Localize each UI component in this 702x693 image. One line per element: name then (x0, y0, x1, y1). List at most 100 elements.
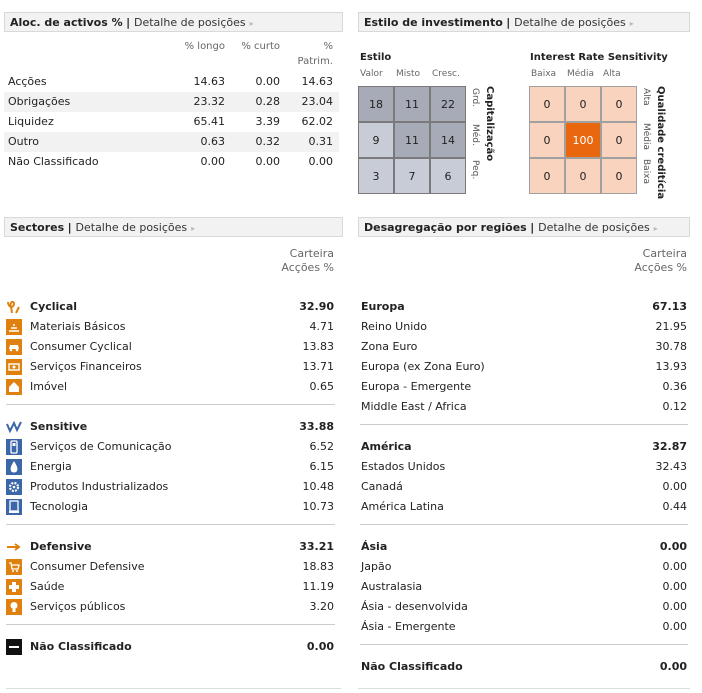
sector-value: 6.52 (309, 440, 335, 453)
bond-cell-highlight: 100 (565, 122, 601, 158)
region-label: Zona Euro (361, 340, 418, 353)
region-label: América Latina (361, 500, 444, 513)
sector-label: Consumer Cyclical (30, 340, 132, 353)
equity-cell: 11 (394, 86, 430, 122)
arrow-icon: ▸ (191, 224, 196, 233)
sector-label: Energia (30, 460, 72, 473)
bond-cell: 0 (601, 86, 637, 122)
equity-cell: 6 (430, 158, 466, 194)
equity-cell: 18 (358, 86, 394, 122)
bond-row-label: Baixa (641, 159, 651, 185)
equity-cell: 11 (394, 122, 430, 158)
divider (360, 644, 688, 645)
bond-cell: 0 (529, 122, 565, 158)
sector-group-value: 32.90 (299, 300, 334, 313)
sectors-holdings-link[interactable]: Detalhe de posições (75, 221, 188, 234)
equity-axis-title: Capitalização (484, 86, 495, 162)
sector-value: 10.73 (302, 500, 335, 513)
sector-group-name: Cyclical (30, 300, 78, 313)
region-label: Ásia - desenvolvida (361, 600, 468, 613)
region-label: Japão (361, 560, 392, 573)
alloc-holdings-link[interactable]: Detalhe de posições (134, 16, 246, 29)
style-title: Estilo de investimento (364, 16, 503, 29)
divider (6, 688, 341, 689)
equity-row-label: Grd. (470, 88, 480, 108)
bond-row-label: Alta (641, 88, 651, 106)
technology-icon (6, 499, 22, 515)
equity-cell: 14 (430, 122, 466, 158)
alloc-row: Obrigações 23.32 0.28 23.04 (4, 92, 339, 112)
region-value: 0.00 (662, 600, 688, 613)
sector-unclassified-value: 0.00 (306, 640, 334, 653)
financial-services-icon (6, 359, 22, 375)
bond-style-box: 0 0 0 0 100 0 0 0 0 (529, 86, 637, 194)
divider (6, 404, 335, 405)
region-label: Middle East / Africa (361, 400, 467, 413)
energy-icon (6, 459, 22, 475)
regions-col-1: Carteira (642, 247, 687, 260)
sector-value: 6.15 (309, 460, 335, 473)
region-group-value: 32.87 (652, 440, 687, 453)
region-value: 13.93 (655, 360, 688, 373)
regions-col-2: Acções % (634, 261, 687, 274)
industrials-icon (6, 479, 22, 495)
alloc-col-pat-2: Patrim. (297, 56, 333, 67)
utilities-icon (6, 599, 22, 615)
regions-holdings-link[interactable]: Detalhe de posições (538, 221, 650, 234)
unclassified-icon (6, 639, 22, 655)
sector-label: Serviços públicos (30, 600, 126, 613)
equity-row-label: Peq. (470, 160, 480, 180)
equity-cell: 9 (358, 122, 394, 158)
region-value: 0.36 (662, 380, 688, 393)
sectors-panel-header: Sectores | Detalhe de posições ▸ (4, 217, 343, 237)
alloc-row: Não Classificado 0.00 0.00 0.00 (8, 155, 333, 168)
communication-services-icon (6, 439, 22, 455)
region-value: 21.95 (655, 320, 688, 333)
region-label: Europa - Emergente (361, 380, 472, 393)
arrow-icon: ▸ (249, 19, 254, 28)
bond-cell: 0 (529, 86, 565, 122)
equity-col-label: Cresc. (432, 69, 460, 79)
bond-cell: 0 (565, 158, 601, 194)
style-panel-header: Estilo de investimento | Detalhe de posi… (358, 12, 690, 32)
style-holdings-link[interactable]: Detalhe de posições (514, 16, 626, 29)
bond-axis-title: Qualidade creditícia (655, 86, 666, 200)
healthcare-icon (6, 579, 22, 595)
sector-label: Consumer Defensive (30, 560, 145, 573)
equity-col-label: Valor (360, 69, 383, 79)
real-estate-icon (6, 379, 22, 395)
sector-label: Produtos Industrializados (30, 480, 169, 493)
region-group-name: Europa (361, 300, 405, 313)
consumer-cyclical-icon (6, 339, 22, 355)
alloc-col-pat: % (323, 41, 333, 52)
region-label: Europa (ex Zona Euro) (361, 360, 485, 373)
region-value: 0.00 (662, 560, 688, 573)
alloc-title: Aloc. de activos % (10, 16, 123, 29)
region-group-value: 0.00 (659, 540, 687, 553)
consumer-defensive-icon (6, 559, 22, 575)
region-unclassified-label: Não Classificado (361, 660, 463, 673)
equity-cell: 7 (394, 158, 430, 194)
region-group-name: América (361, 440, 412, 453)
regions-panel-header: Desagregação por regiões | Detalhe de po… (358, 217, 690, 237)
divider (358, 688, 690, 689)
sensitive-icon (6, 420, 22, 434)
divider (360, 524, 688, 525)
cyclical-icon (7, 300, 20, 314)
bond-cell: 0 (601, 158, 637, 194)
sector-value: 13.83 (302, 340, 335, 353)
region-value: 0.00 (662, 480, 688, 493)
sector-value: 13.71 (302, 360, 335, 373)
region-value: 0.00 (662, 580, 688, 593)
divider (360, 424, 688, 425)
region-value: 0.44 (662, 500, 688, 513)
alloc-row: Outro 0.63 0.32 0.31 (4, 132, 339, 152)
regions-title: Desagregação por regiões (364, 221, 527, 234)
sector-value: 3.20 (309, 600, 335, 613)
region-label: Reino Unido (361, 320, 427, 333)
equity-cell: 22 (430, 86, 466, 122)
sector-label: Serviços de Comunicação (30, 440, 172, 453)
bond-cell: 0 (601, 122, 637, 158)
sector-group-value: 33.21 (299, 540, 334, 553)
bond-col-label: Baixa (531, 69, 557, 79)
